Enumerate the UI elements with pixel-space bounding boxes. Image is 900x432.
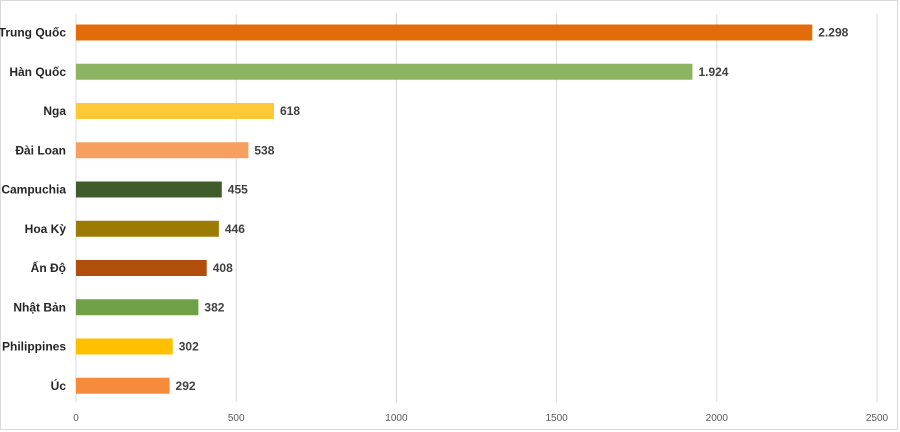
value-label: 538 — [254, 143, 274, 157]
category-label: Campuchia — [1, 183, 66, 197]
category-label: Ấn Độ — [31, 260, 66, 275]
category-label: Đài Loan — [15, 143, 66, 157]
category-label: Philippines — [2, 340, 66, 354]
value-label: 455 — [228, 183, 248, 197]
value-label: 618 — [280, 104, 300, 118]
x-tick-label: 2500 — [866, 413, 889, 424]
bar — [76, 63, 693, 80]
value-label: 408 — [213, 261, 233, 275]
value-label: 1.924 — [698, 65, 728, 79]
category-label: Úc — [51, 378, 67, 393]
bar — [76, 103, 275, 119]
category-label: Hàn Quốc — [9, 65, 66, 79]
value-label: 2.298 — [818, 26, 848, 40]
category-label: Nhật Bản — [13, 300, 66, 314]
labels: 0 500 1000 1500 2000 2500 Trung Quốc 2.298 Hàn Q… — [0, 26, 889, 425]
x-tick-label: 2000 — [706, 413, 729, 424]
x-tick-label: 1000 — [385, 413, 408, 424]
category-label: Trung Quốc — [0, 26, 66, 40]
x-tick-label: 1500 — [545, 413, 568, 424]
value-label: 292 — [176, 379, 196, 393]
bar — [76, 260, 207, 276]
bar — [76, 220, 219, 237]
bar — [76, 142, 249, 159]
category-label: Hoa Kỳ — [25, 222, 67, 236]
value-label: 302 — [179, 340, 199, 354]
bar — [76, 338, 173, 355]
x-tick-label: 500 — [228, 413, 245, 424]
bar — [76, 24, 813, 41]
category-label: Nga — [43, 104, 66, 118]
bar — [76, 181, 222, 198]
x-tick-label: 0 — [73, 413, 79, 424]
value-label: 382 — [204, 300, 224, 314]
bar — [76, 299, 199, 316]
bar — [76, 377, 170, 394]
bars — [76, 24, 813, 394]
value-label: 446 — [225, 222, 245, 236]
